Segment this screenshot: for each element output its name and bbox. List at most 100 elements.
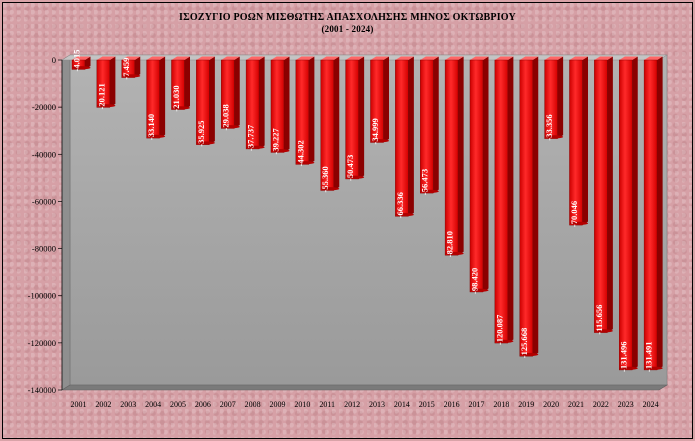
y-tick-label: -140000 [28,385,56,395]
bar-top [96,56,116,60]
bar-top [345,56,365,60]
bar [96,59,110,108]
data-label: -98.420 [469,268,479,294]
bar-bottom [420,189,439,193]
bar-bottom [270,149,290,153]
bar-side [283,56,290,153]
bar-bottom [345,175,365,179]
bar [270,59,285,153]
bar-bottom [121,74,141,78]
bar-bottom [295,161,315,165]
bar-side [458,56,464,256]
x-tick-label: 2021 [568,400,584,409]
bar-side [557,56,564,139]
data-label: -7.459 [121,58,131,80]
y-tick-label: -80000 [32,244,56,254]
bar-side [383,56,390,143]
bar-bottom [71,66,91,70]
bar-bottom [519,352,539,357]
x-tick-label: 2016 [444,400,460,409]
x-tick-label: 2015 [419,400,435,409]
bar-bottom [370,139,390,143]
bar-top [295,56,315,60]
bar [469,59,484,293]
data-label: -82.810 [445,231,455,257]
bar-side [159,56,166,139]
y-tick-label: -100000 [28,291,56,301]
bar-side [657,56,663,370]
plot-area: 0 -20000 -40000 -60000 -80000 -100000 -120000 -… [28,49,669,409]
bar [245,59,260,150]
bar [121,59,135,78]
x-tick-label: 2011 [319,400,335,409]
data-label: -29.038 [221,104,231,130]
x-tick-label: 2022 [593,400,609,409]
data-label: -33.356 [544,114,554,140]
data-label: -56.473 [420,169,430,195]
bar-side [209,56,215,145]
x-tick-label: 2024 [643,400,659,409]
bar-top [519,56,539,60]
data-label: -125.668 [519,328,529,358]
bar-bottom [96,104,116,108]
bar-bottom [644,366,663,370]
bar [345,59,359,180]
x-tick-label: 2017 [468,400,484,409]
bar-bottom [246,145,265,149]
bar [619,59,633,371]
bar [171,59,185,110]
x-tick-label: 2019 [518,400,534,409]
x-tick-label: 2006 [195,400,211,409]
data-label: -33.140 [146,114,156,140]
bar-bottom [619,366,638,370]
x-tick-label: 2018 [493,400,509,409]
bar-top [71,56,91,60]
data-label: -20.121 [96,83,106,109]
bar-side [184,56,191,110]
bar [146,59,160,139]
data-label: -50.473 [345,155,355,181]
bar-side [358,56,365,179]
bar-top [196,56,215,60]
bar-side [433,56,439,194]
chart-subtitle: (2001 - 2024) [321,24,374,34]
bar [420,59,434,194]
data-label: -34.999 [370,118,380,144]
x-tick-label: 2002 [95,400,111,409]
bar-side [333,56,340,191]
bar-top [395,56,414,60]
bar-bottom [221,125,240,129]
x-tick-label: 2014 [394,400,410,409]
bar-top [420,56,439,60]
x-tick-label: 2008 [245,400,261,409]
data-label: -39.227 [270,128,280,155]
y-tick-label: 0 [52,55,56,65]
data-label: -131.491 [644,341,654,371]
bar-top [469,56,489,60]
bar-side [234,56,240,129]
x-tick-label: 2010 [294,400,310,409]
data-label: -66.336 [395,192,405,218]
bar-bottom [395,213,414,217]
bar [494,59,508,344]
data-label: -131.496 [619,341,629,371]
bar-top [544,56,564,60]
bar-bottom [569,221,589,225]
data-label: -44.302 [295,140,305,166]
bar-top [221,56,240,60]
bar-top [246,56,265,60]
data-label: -37.737 [246,124,256,151]
bar-top [320,56,340,60]
x-tick-label: 2003 [120,400,136,409]
bar [444,59,459,256]
bar-top [146,56,166,60]
bar [295,59,309,165]
x-tick-label: 2013 [369,400,385,409]
data-label: -55.360 [320,166,330,192]
data-label: -70.046 [569,201,579,227]
data-label: -35.925 [196,120,206,146]
y-tick-label: -40000 [32,149,56,159]
bar [320,59,334,191]
data-label: -115.656 [594,305,604,335]
y-tick-label: -60000 [32,196,56,206]
